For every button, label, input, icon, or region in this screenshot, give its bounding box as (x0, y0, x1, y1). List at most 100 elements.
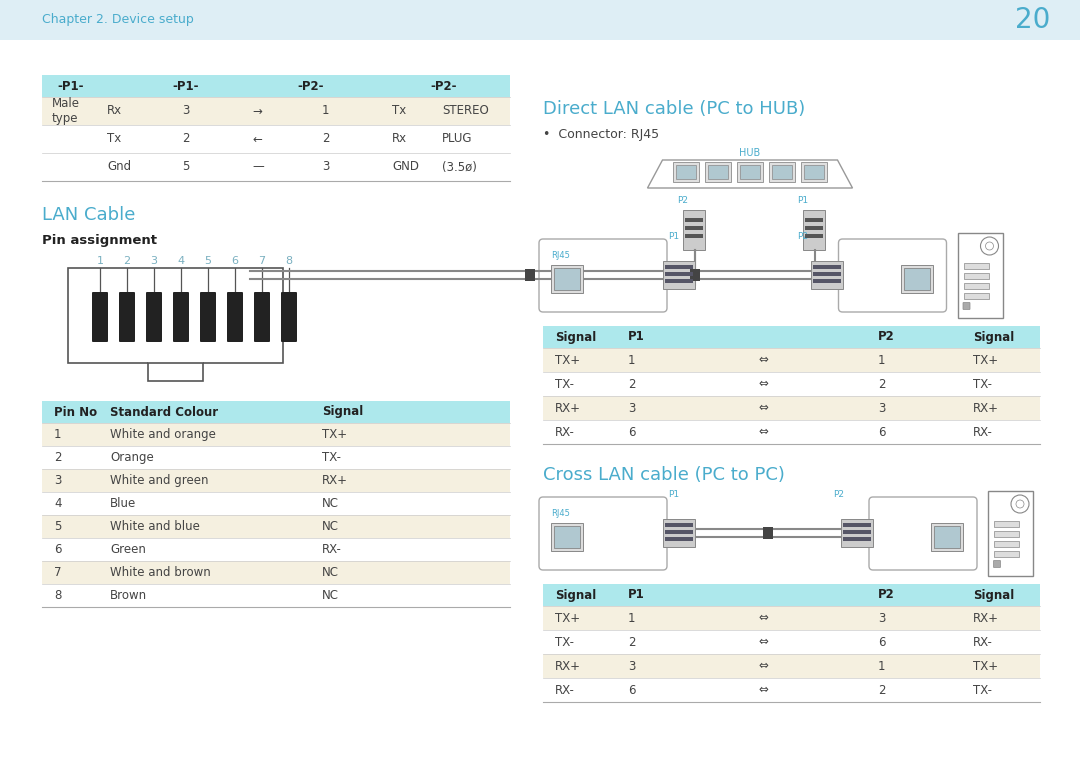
Text: 6: 6 (878, 426, 886, 439)
Text: Blue: Blue (110, 497, 136, 510)
Text: Signal: Signal (555, 588, 596, 601)
Text: 7: 7 (258, 256, 266, 266)
FancyBboxPatch shape (119, 292, 135, 342)
Text: 1: 1 (54, 428, 62, 441)
Text: TX+: TX+ (555, 353, 580, 366)
Text: 6: 6 (231, 256, 239, 266)
Text: Direct LAN cable (PC to HUB): Direct LAN cable (PC to HUB) (543, 100, 806, 118)
FancyBboxPatch shape (963, 293, 988, 299)
Text: GND: GND (392, 160, 419, 173)
FancyBboxPatch shape (227, 292, 243, 342)
Text: 3: 3 (627, 659, 635, 672)
FancyBboxPatch shape (42, 584, 510, 607)
Text: P1: P1 (627, 588, 645, 601)
Text: 3: 3 (627, 401, 635, 414)
Text: 6: 6 (878, 636, 886, 649)
Text: RX-: RX- (973, 636, 993, 649)
FancyBboxPatch shape (685, 234, 702, 238)
Text: 3: 3 (150, 256, 158, 266)
FancyBboxPatch shape (0, 0, 1080, 40)
FancyBboxPatch shape (772, 165, 792, 179)
FancyBboxPatch shape (42, 153, 510, 181)
FancyBboxPatch shape (148, 362, 203, 382)
Text: ⇔: ⇔ (758, 353, 768, 366)
Text: →: → (252, 105, 261, 118)
Text: TX-: TX- (322, 451, 341, 464)
Text: RX+: RX+ (555, 401, 581, 414)
FancyBboxPatch shape (42, 401, 510, 423)
Text: Orange: Orange (110, 451, 153, 464)
FancyBboxPatch shape (931, 523, 963, 551)
FancyBboxPatch shape (543, 326, 1040, 348)
Text: TX+: TX+ (973, 659, 998, 672)
Text: STEREO: STEREO (442, 105, 489, 118)
FancyBboxPatch shape (805, 234, 823, 238)
FancyBboxPatch shape (554, 268, 580, 290)
FancyBboxPatch shape (42, 423, 510, 446)
Text: 2: 2 (627, 378, 635, 391)
FancyBboxPatch shape (843, 530, 870, 534)
FancyBboxPatch shape (42, 446, 510, 469)
Text: Tx: Tx (392, 105, 406, 118)
Text: 3: 3 (878, 611, 886, 624)
Text: —: — (252, 160, 264, 173)
Text: Green: Green (110, 543, 146, 556)
Text: 1: 1 (96, 256, 104, 266)
Text: NC: NC (322, 566, 339, 579)
FancyBboxPatch shape (543, 396, 1040, 420)
FancyBboxPatch shape (200, 292, 216, 342)
Text: P2: P2 (797, 232, 809, 241)
Text: 2: 2 (183, 133, 189, 146)
Text: P2: P2 (833, 490, 843, 499)
Text: White and green: White and green (110, 474, 208, 487)
FancyBboxPatch shape (525, 269, 536, 281)
Text: 20: 20 (1014, 6, 1050, 34)
Text: White and blue: White and blue (110, 520, 200, 533)
Text: 2: 2 (878, 378, 886, 391)
FancyBboxPatch shape (740, 165, 760, 179)
FancyBboxPatch shape (994, 561, 1000, 568)
Text: 1: 1 (878, 659, 886, 672)
Text: P2: P2 (878, 588, 894, 601)
Text: 5: 5 (54, 520, 62, 533)
FancyBboxPatch shape (804, 165, 824, 179)
FancyBboxPatch shape (904, 268, 930, 290)
FancyBboxPatch shape (665, 279, 693, 283)
Text: ⇔: ⇔ (758, 659, 768, 672)
FancyBboxPatch shape (737, 162, 762, 182)
Text: RX-: RX- (322, 543, 342, 556)
Text: Tx: Tx (107, 133, 121, 146)
Text: RX+: RX+ (973, 401, 999, 414)
FancyBboxPatch shape (663, 261, 696, 289)
Text: ⇔: ⇔ (758, 426, 768, 439)
FancyBboxPatch shape (843, 537, 870, 541)
Text: 6: 6 (627, 426, 635, 439)
Text: 3: 3 (878, 401, 886, 414)
Text: 8: 8 (285, 256, 293, 266)
Text: ⇔: ⇔ (758, 378, 768, 391)
Text: 8: 8 (54, 589, 62, 602)
FancyBboxPatch shape (963, 283, 988, 289)
Text: TX-: TX- (555, 378, 573, 391)
FancyBboxPatch shape (543, 654, 1040, 678)
Text: RX+: RX+ (973, 611, 999, 624)
FancyBboxPatch shape (554, 526, 580, 548)
Text: 6: 6 (627, 684, 635, 697)
FancyBboxPatch shape (665, 530, 693, 534)
FancyBboxPatch shape (994, 551, 1020, 557)
Text: 3: 3 (322, 160, 329, 173)
FancyBboxPatch shape (676, 165, 696, 179)
Text: 7: 7 (54, 566, 62, 579)
Text: 4: 4 (177, 256, 185, 266)
FancyBboxPatch shape (901, 265, 932, 293)
Text: White and orange: White and orange (110, 428, 216, 441)
Text: 1: 1 (627, 611, 635, 624)
Text: Standard Colour: Standard Colour (110, 405, 218, 418)
Text: Pin assignment: Pin assignment (42, 234, 157, 247)
Text: Rx: Rx (392, 133, 407, 146)
Text: RJ45: RJ45 (551, 509, 570, 518)
FancyBboxPatch shape (665, 537, 693, 541)
FancyBboxPatch shape (42, 515, 510, 538)
Text: TX+: TX+ (322, 428, 347, 441)
Text: Pin No: Pin No (54, 405, 97, 418)
